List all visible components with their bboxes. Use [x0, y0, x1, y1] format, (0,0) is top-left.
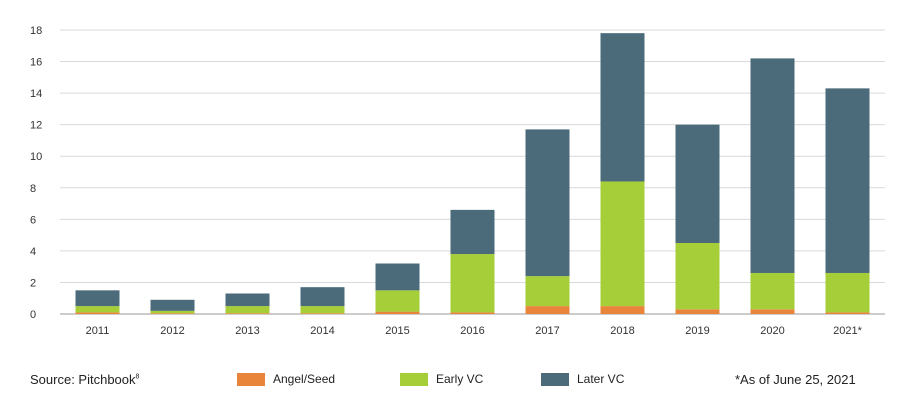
bar-segment-early-vc — [150, 310, 195, 314]
legend-label-early-vc: Early VC — [436, 372, 484, 386]
x-tick-label: 2019 — [685, 325, 709, 337]
bar-segment-later-vc — [750, 58, 795, 273]
bar-segment-angel-seed — [75, 312, 120, 314]
legend-item-angel-seed: Angel/Seed — [237, 372, 335, 386]
y-axis-ticks: 0 2 4 6 8 10 12 14 16 18 — [30, 25, 42, 321]
y-tick-label: 10 — [30, 151, 42, 163]
bar-segment-angel-seed — [150, 313, 195, 314]
bar-segment-angel-seed — [675, 309, 720, 314]
bar-segment-later-vc — [375, 263, 420, 291]
chart-footer: Source: Pitchbook8 Angel/Seed Early VC L… — [0, 368, 905, 396]
bar-segment-angel-seed — [300, 313, 345, 314]
bar-segment-later-vc — [450, 209, 495, 255]
y-tick-label: 14 — [30, 88, 42, 100]
legend-label-later-vc: Later VC — [577, 372, 625, 386]
x-tick-label: 2020 — [760, 325, 784, 337]
legend-swatch-early-vc — [400, 372, 428, 386]
bar-segment-later-vc — [825, 88, 870, 273]
x-tick-label: 2016 — [460, 325, 484, 337]
bar-segment-early-vc — [675, 243, 720, 310]
x-tick-label: 2012 — [160, 325, 184, 337]
bar-segment-later-vc — [150, 299, 195, 311]
x-tick-label: 2014 — [310, 325, 334, 337]
y-tick-label: 2 — [30, 277, 36, 289]
bar-segment-later-vc — [525, 129, 570, 277]
y-tick-label: 8 — [30, 183, 36, 195]
date-note: *As of June 25, 2021 — [735, 372, 856, 387]
bar-segment-later-vc — [225, 293, 270, 307]
x-tick-label: 2021* — [833, 325, 862, 337]
x-tick-label: 2018 — [610, 325, 634, 337]
bar-segment-later-vc — [600, 33, 645, 182]
x-axis-ticks: 2011 2012 2013 2014 2015 2016 2017 2018 2019 2020… — [86, 325, 863, 337]
y-tick-label: 6 — [30, 214, 36, 226]
bar-segment-angel-seed — [450, 312, 495, 314]
y-tick-label: 16 — [30, 57, 42, 69]
bar-segment-early-vc — [750, 272, 795, 310]
source-note: Source: Pitchbook8 — [30, 372, 139, 387]
bar-segment-early-vc — [450, 254, 495, 313]
gridlines — [60, 29, 885, 315]
source-text: Source: Pitchbook — [30, 372, 136, 387]
legend-item-early-vc: Early VC — [400, 372, 483, 386]
bar-segment-angel-seed — [525, 306, 570, 314]
x-tick-label: 2017 — [535, 325, 559, 337]
bar-segment-early-vc — [825, 272, 870, 313]
stacked-bar-chart: 0 2 4 6 8 10 12 14 16 18 2011 2012 2013 2014 2015 2016… — [30, 25, 885, 337]
bar-segment-later-vc — [300, 287, 345, 307]
legend-swatch-later-vc — [541, 372, 569, 386]
bar-segment-later-vc — [75, 290, 120, 307]
bar-segment-angel-seed — [750, 309, 795, 314]
y-tick-label: 4 — [30, 246, 36, 258]
x-tick-label: 2011 — [86, 325, 110, 337]
x-tick-label: 2013 — [235, 325, 259, 337]
bar-segment-early-vc — [300, 306, 345, 314]
bar-segment-early-vc — [600, 181, 645, 307]
bars — [75, 33, 870, 314]
y-tick-label: 0 — [30, 309, 36, 321]
legend-label-angel-seed: Angel/Seed — [273, 372, 336, 386]
bar-segment-angel-seed — [825, 312, 870, 314]
bar-segment-early-vc — [525, 276, 570, 307]
legend-swatch-angel-seed — [237, 372, 265, 386]
y-tick-label: 18 — [30, 25, 42, 37]
bar-segment-angel-seed — [375, 311, 420, 314]
bar-segment-early-vc — [225, 306, 270, 314]
bar-segment-early-vc — [375, 290, 420, 312]
bar-segment-angel-seed — [225, 313, 270, 314]
legend-item-later-vc: Later VC — [541, 372, 624, 386]
bar-segment-later-vc — [675, 124, 720, 243]
bar-segment-early-vc — [75, 306, 120, 313]
y-tick-label: 12 — [30, 120, 42, 132]
source-footnote-marker: 8 — [135, 373, 140, 381]
bar-segment-angel-seed — [600, 306, 645, 314]
x-tick-label: 2015 — [385, 325, 409, 337]
